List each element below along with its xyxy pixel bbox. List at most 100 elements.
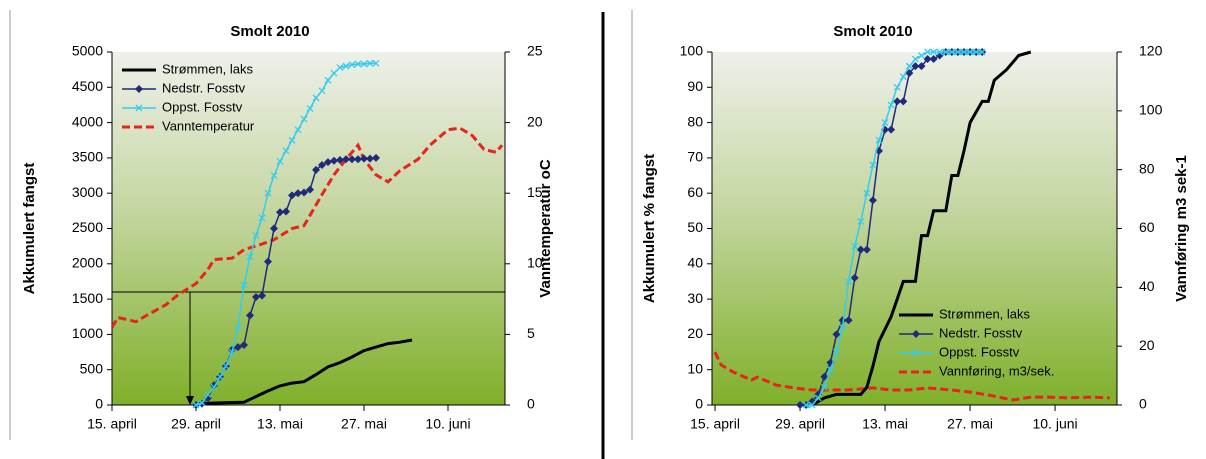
marker (324, 158, 332, 167)
marker (366, 154, 374, 163)
series-line (195, 338, 413, 406)
marker (893, 97, 902, 106)
marker (240, 340, 248, 349)
marker (972, 48, 980, 56)
x-tick-label: 13. mai (862, 416, 908, 432)
marker (905, 69, 914, 78)
y-tick-label: 2500 (72, 219, 103, 235)
marker (246, 253, 254, 261)
legend-label: Oppst. Fosstv (162, 99, 243, 114)
y-tick-label: 80 (687, 113, 703, 129)
legend-label: Strømmen, laks (162, 61, 254, 76)
marker (863, 189, 871, 197)
marker (887, 101, 895, 109)
marker (342, 62, 350, 70)
marker (360, 60, 368, 68)
marker (869, 161, 877, 169)
legend-label: Strømmen, laks (939, 306, 1031, 321)
y-tick-label: 60 (687, 184, 703, 200)
marker (300, 115, 308, 123)
marker (887, 125, 896, 134)
y-tick-label: 1500 (72, 290, 103, 306)
marker (893, 83, 901, 91)
y-tick-label: 30 (687, 290, 703, 306)
marker (294, 126, 302, 134)
marker (845, 277, 853, 285)
marker (826, 366, 834, 374)
y-tick-label: 90 (687, 78, 703, 94)
marker (912, 330, 920, 338)
marker (354, 60, 362, 68)
marker (258, 214, 266, 222)
marker (288, 191, 296, 200)
plot-area (712, 52, 1117, 405)
marker (911, 55, 919, 63)
y2-axis-label: Vannføring m3 sek-1 (1173, 155, 1190, 302)
marker (833, 348, 840, 356)
marker (936, 48, 944, 56)
y-axis-label: Akkumulert % fangst (641, 154, 658, 303)
y2-tick-label: 25 (527, 43, 543, 59)
marker (820, 372, 829, 381)
marker (204, 390, 212, 398)
marker (270, 224, 278, 233)
y-tick-label: 4500 (72, 78, 103, 94)
marker (839, 323, 847, 331)
marker (318, 87, 326, 95)
y-tick-label: 5000 (72, 43, 103, 59)
y2-tick-label: 80 (1139, 160, 1155, 176)
marker (228, 348, 236, 356)
marker (246, 311, 254, 320)
marker (300, 188, 308, 197)
marker (881, 119, 889, 127)
series-line (811, 50, 1032, 407)
legend-label: Oppst. Fosstv (939, 344, 1020, 359)
y-tick-label: 50 (687, 219, 703, 235)
marker (942, 48, 950, 56)
marker (336, 156, 344, 165)
series-line (110, 126, 504, 329)
y2-tick-label: 20 (527, 113, 543, 129)
marker (857, 217, 865, 225)
y-tick-label: 4000 (72, 113, 103, 129)
marker (276, 157, 284, 165)
marker (930, 48, 938, 56)
y-axis-label: Akkumulert fangst (21, 163, 38, 295)
marker (192, 401, 200, 409)
marker (966, 48, 974, 56)
y-tick-label: 20 (687, 325, 703, 341)
marker (252, 232, 260, 240)
marker (850, 273, 859, 282)
y-tick-label: 3000 (72, 184, 103, 200)
y2-tick-label: 0 (1139, 396, 1147, 412)
marker (306, 105, 314, 112)
marker (372, 59, 380, 67)
marker (899, 97, 908, 106)
marker (330, 156, 338, 165)
marker (222, 362, 230, 370)
marker (899, 73, 907, 81)
marker (198, 399, 206, 407)
x-tick-label: 29. april (775, 416, 825, 432)
marker (851, 242, 859, 250)
y2-tick-label: 120 (1139, 43, 1163, 59)
marker (312, 94, 320, 102)
y-tick-label: 10 (687, 360, 703, 376)
y-tick-label: 0 (95, 396, 103, 412)
arrow-head (186, 396, 194, 405)
marker (234, 343, 242, 352)
x-tick-label: 10. juni (425, 416, 470, 432)
marker (135, 85, 143, 93)
y-tick-label: 2000 (72, 255, 103, 271)
marker (808, 401, 816, 409)
y2-tick-label: 40 (1139, 278, 1155, 294)
x-tick-label: 10. juni (1032, 416, 1077, 432)
marker (348, 155, 356, 164)
x-tick-label: 27. mai (341, 416, 387, 432)
chart-title: Smolt 2010 (833, 23, 912, 40)
x-tick-label: 15. april (690, 416, 740, 432)
marker (330, 69, 338, 77)
x-tick-label: 13. mai (257, 416, 303, 432)
marker (360, 154, 368, 163)
